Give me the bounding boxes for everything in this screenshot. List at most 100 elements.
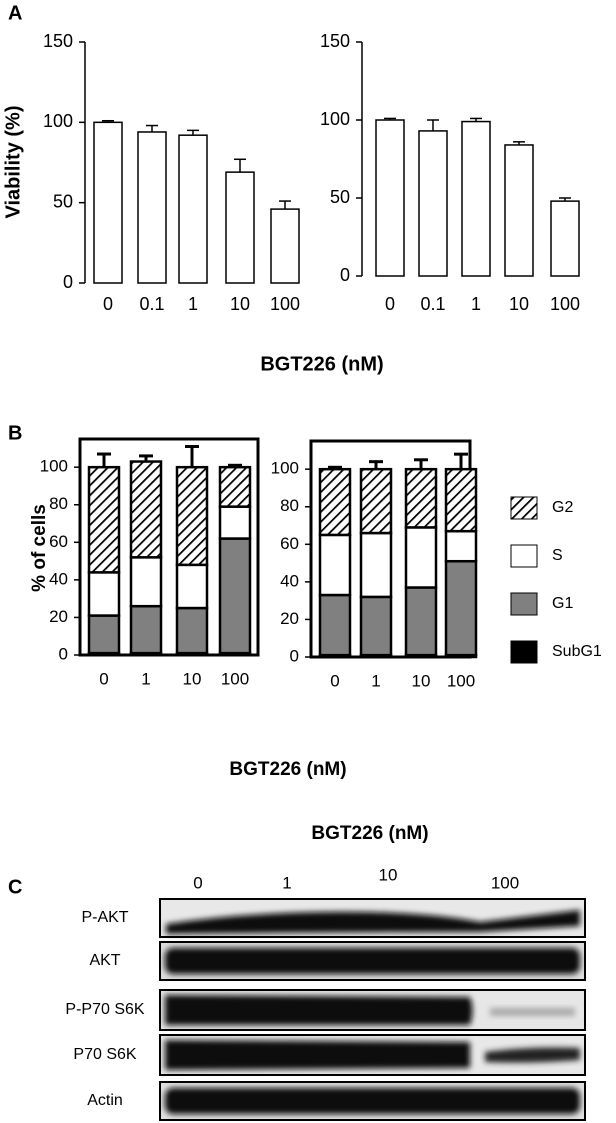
legend-label: G1 (552, 595, 573, 612)
y-tick-label: 80 (49, 494, 68, 513)
x-tick-label: 100 (550, 294, 580, 314)
legend-swatch (510, 592, 538, 616)
y-tick-label: 80 (280, 496, 299, 515)
lane-label: 100 (491, 873, 519, 892)
y-tick-label: 0 (340, 265, 350, 285)
row-label: P-AKT (81, 909, 128, 926)
x-axis-label: BGT226 (nM) (260, 353, 383, 375)
band (165, 948, 580, 974)
y-tick-label: 100 (271, 459, 299, 478)
y-tick-label: 0 (290, 646, 299, 665)
x-tick-label: 100 (447, 671, 475, 690)
plot-frame (78, 437, 260, 657)
bar-segment (359, 531, 393, 599)
x-axis-label: BGT226 (nM) (229, 759, 346, 780)
bar (93, 121, 123, 284)
bar-segment (404, 526, 438, 589)
y-tick-label: 0 (59, 644, 68, 663)
legend-swatch (510, 496, 538, 520)
bar-segment (175, 563, 209, 610)
y-tick-label: 100 (40, 457, 68, 476)
x-tick-label: 1 (188, 294, 198, 314)
legend-swatch (510, 544, 538, 568)
row-label: AKT (89, 952, 120, 969)
lane-label: 1 (282, 873, 291, 892)
y-axis-label: Viability (%) (2, 106, 24, 219)
x-tick-label: 1 (471, 294, 481, 314)
x-tick-label: 100 (270, 294, 300, 314)
x-tick-label: 0 (330, 671, 339, 690)
bar-segment (444, 529, 478, 563)
y-tick-label: 60 (49, 532, 68, 551)
x-tick-label: 10 (509, 294, 529, 314)
bar-segment (129, 460, 163, 559)
bar (270, 208, 300, 284)
y-tick-label: 60 (280, 534, 299, 553)
y-tick-label: 20 (49, 607, 68, 626)
blot-title: BGT226 (nM) (311, 823, 428, 844)
bar-segment (129, 604, 163, 655)
x-tick-label: 1 (371, 671, 380, 690)
bar (178, 134, 208, 284)
x-tick-label: 10 (230, 294, 250, 314)
bar (504, 144, 534, 277)
bar (418, 130, 448, 277)
band (490, 1008, 575, 1016)
legend-label: G2 (552, 499, 573, 516)
legend-swatch (510, 640, 538, 664)
y-axis-label: % of cells (29, 504, 50, 592)
bar (225, 171, 255, 284)
legend-label: SubG1 (552, 643, 602, 660)
bar-segment (318, 593, 352, 657)
western-blot: BGT226 (nM) 0 1 10 100 P-AKT AKT P-P70 S… (65, 823, 586, 1121)
lane-label: 10 (379, 865, 398, 884)
bar-segment (175, 606, 209, 655)
y-tick-label: 50 (53, 191, 73, 211)
y-tick-label: 150 (43, 31, 73, 51)
bar-segment (218, 465, 252, 508)
bar-segment (218, 505, 252, 540)
bar (550, 200, 580, 277)
bar-segment (444, 559, 478, 657)
x-tick-label: 10 (412, 671, 431, 690)
band (166, 910, 580, 934)
x-tick-label: 100 (221, 669, 249, 688)
bar-segment (404, 586, 438, 657)
bar-segment (87, 571, 121, 617)
y-tick-label: 40 (49, 569, 68, 588)
x-tick-label: 0 (385, 294, 395, 314)
band (165, 995, 473, 1025)
bar-segment (359, 595, 393, 657)
bar (461, 120, 491, 277)
bar-segment (87, 614, 121, 655)
bar-segment (444, 467, 478, 533)
bar-segment (359, 467, 393, 535)
band (165, 1088, 580, 1114)
bar-segment (318, 467, 352, 537)
panel-label: C (8, 876, 22, 898)
lane-label: 0 (193, 873, 202, 892)
panel-label: A (8, 2, 22, 24)
row-label: P-P70 S6K (65, 1001, 144, 1018)
bar-segment (87, 465, 121, 574)
x-tick-label: 0 (103, 294, 113, 314)
bar (375, 119, 405, 277)
y-tick-label: 100 (320, 109, 350, 129)
bar-segment (404, 467, 438, 529)
x-tick-label: 0 (99, 669, 108, 688)
bar-segment (318, 533, 352, 597)
y-tick-label: 20 (280, 609, 299, 628)
x-tick-label: 1 (141, 669, 150, 688)
bar-segment (218, 537, 252, 655)
row-label: Actin (87, 1092, 123, 1109)
band (485, 1047, 580, 1063)
y-tick-label: 50 (330, 187, 350, 207)
legend-label: S (552, 547, 563, 564)
bar-segment (129, 556, 163, 608)
x-tick-label: 0.1 (420, 294, 445, 314)
y-tick-label: 100 (43, 111, 73, 131)
panel-label: B (8, 422, 22, 444)
bar-segment (175, 465, 209, 567)
y-tick-label: 0 (63, 272, 73, 292)
